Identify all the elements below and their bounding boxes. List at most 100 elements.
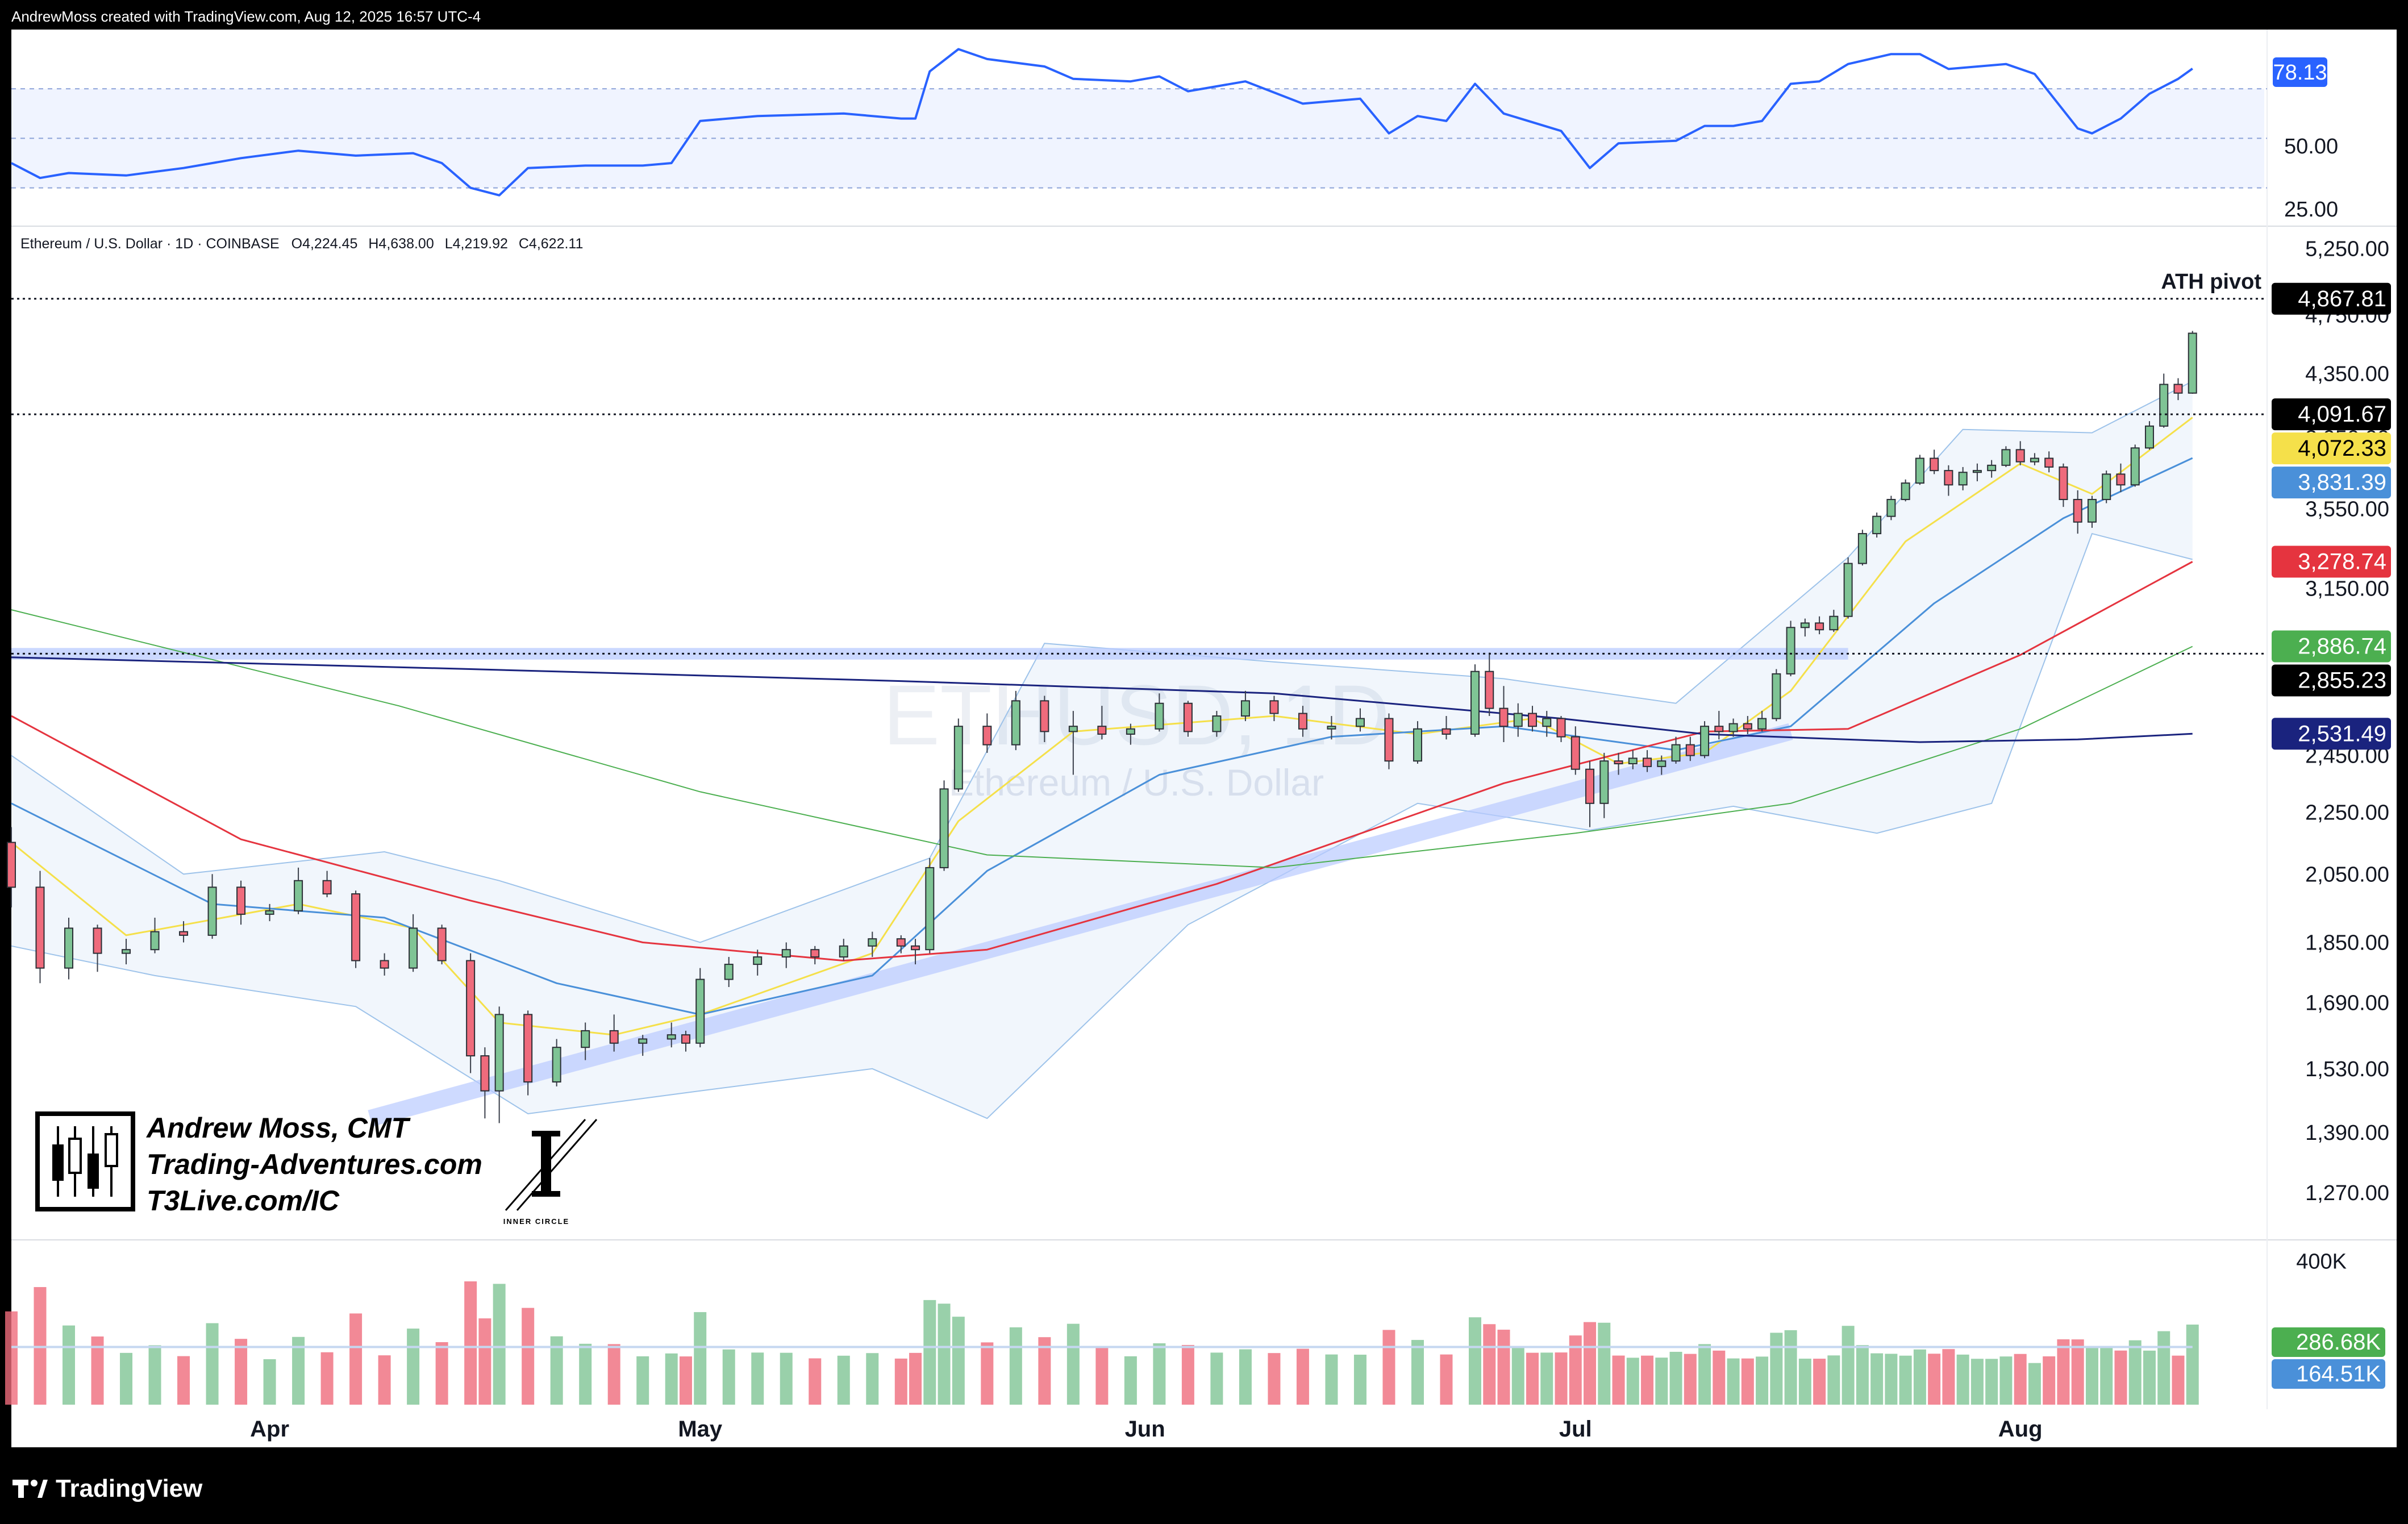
candle <box>1944 465 1953 496</box>
candle <box>1643 750 1652 772</box>
price-label-box <box>2272 546 2391 578</box>
candle-body-up <box>581 1030 590 1048</box>
price-label: 3,831.39 <box>2298 470 2386 495</box>
horizontal-levels: ATH pivot <box>11 270 2267 655</box>
candle-body-up <box>1700 726 1710 756</box>
candle-body-down <box>93 927 102 954</box>
volume-bar <box>1727 1358 1740 1405</box>
volume-bar <box>1885 1354 1898 1405</box>
volume-bar <box>1641 1355 1654 1405</box>
candle <box>839 939 848 961</box>
volume-bar <box>1239 1349 1252 1405</box>
symbol-title: Ethereum / U.S. Dollar · 1D · COINBASE <box>20 236 280 252</box>
footer-brand-text: TradingView <box>56 1475 203 1502</box>
volume-tick-label: 400K <box>2296 1250 2347 1273</box>
rsi-tick-label-50: 50.00 <box>2284 135 2338 159</box>
price-tick-label: 4,350.00 <box>2305 362 2389 386</box>
candle-body-up <box>695 978 705 1044</box>
candle-body-up <box>1011 700 1020 746</box>
level-label: ATH pivot <box>2161 270 2261 294</box>
candle-body-down <box>1442 728 1451 735</box>
volume-bar <box>579 1343 592 1405</box>
ma-line-ema8 <box>11 417 2193 1036</box>
candlestick-logo-icon <box>35 1111 135 1211</box>
candle <box>939 780 949 871</box>
ohlc-open: O4,224.45 <box>291 236 358 252</box>
candle <box>1786 621 1795 677</box>
volume-label: 286.68K <box>2296 1330 2381 1355</box>
volume-bar <box>1555 1352 1568 1405</box>
candle-body-up <box>1355 718 1365 727</box>
volume-bar <box>1842 1326 1855 1405</box>
candle <box>1757 711 1767 732</box>
candle <box>1585 761 1595 827</box>
volume-bar <box>1210 1352 1223 1405</box>
volume-bar <box>2014 1354 2027 1405</box>
candle-body-down <box>179 931 189 936</box>
candle-body-down <box>2044 457 2054 468</box>
candle <box>1915 455 1924 485</box>
volume-bar <box>1511 1347 1524 1405</box>
volume-bar <box>177 1356 190 1405</box>
candle <box>1930 449 1939 474</box>
volume-pane: 400K 286.68K 164.51K <box>5 1250 2385 1405</box>
ohlc-low: L4,219.92 <box>445 236 508 252</box>
volume-bar <box>2186 1325 2199 1405</box>
ma-line-sma200 <box>11 609 2193 868</box>
volume-bar <box>1913 1349 1926 1405</box>
candle-body-up <box>1829 615 1839 631</box>
candle-body-up <box>1599 760 1609 804</box>
candle <box>1958 467 1968 490</box>
volume-bar <box>464 1281 477 1405</box>
volume-bar <box>2028 1363 2041 1405</box>
candle <box>93 925 102 972</box>
band-lower <box>11 532 2193 1119</box>
volume-label-box <box>2272 1327 2385 1357</box>
candle <box>666 1022 676 1048</box>
watermark-name: Ethereum / U.S. Dollar <box>949 761 1324 803</box>
candle-body-down <box>1585 768 1595 804</box>
candle-body-up <box>150 931 160 951</box>
volume-bar <box>2043 1356 2056 1405</box>
volume-bar <box>1813 1359 1826 1405</box>
candle-body-up <box>2102 473 2111 501</box>
candle-body-down <box>1384 718 1394 762</box>
candle-body-up <box>1958 472 1968 486</box>
volume-bar <box>1870 1353 1884 1405</box>
volume-bar <box>809 1358 822 1405</box>
candle <box>1614 752 1623 775</box>
candle <box>1183 701 1193 737</box>
time-tick-label: May <box>678 1417 723 1442</box>
volume-bar <box>1124 1356 1137 1405</box>
candle-body-down <box>982 726 992 746</box>
price-tick-label: 3,550.00 <box>2305 497 2389 521</box>
volume-bar <box>2157 1331 2170 1405</box>
volume-bar <box>522 1308 535 1405</box>
price-label: 4,091.67 <box>2298 402 2386 427</box>
candle <box>7 827 16 907</box>
volume-bar <box>1626 1358 1639 1405</box>
candle-body-up <box>939 788 949 868</box>
candle <box>681 1030 690 1052</box>
candle-body-up <box>724 964 734 980</box>
candle <box>1743 716 1752 734</box>
candle-body-down <box>1570 736 1580 770</box>
candle-body-up <box>1872 515 1882 535</box>
candle-body-down <box>322 880 332 895</box>
candle <box>724 957 734 988</box>
candle <box>1901 479 1910 502</box>
candle-body-up <box>1470 671 1480 735</box>
ma-line-sma50 <box>11 561 2193 962</box>
candle <box>1657 755 1667 775</box>
candle <box>638 1035 648 1056</box>
candle <box>523 1010 533 1096</box>
candle <box>2130 444 2140 487</box>
footer-brand[interactable]: TradingView <box>13 1475 202 1503</box>
tradingview-logo-icon <box>13 1477 48 1500</box>
candle <box>1857 530 1867 566</box>
volume-bar <box>1153 1343 1166 1405</box>
candle <box>868 931 877 957</box>
candle-body-up <box>925 867 935 951</box>
candle-body-down <box>1298 713 1307 730</box>
